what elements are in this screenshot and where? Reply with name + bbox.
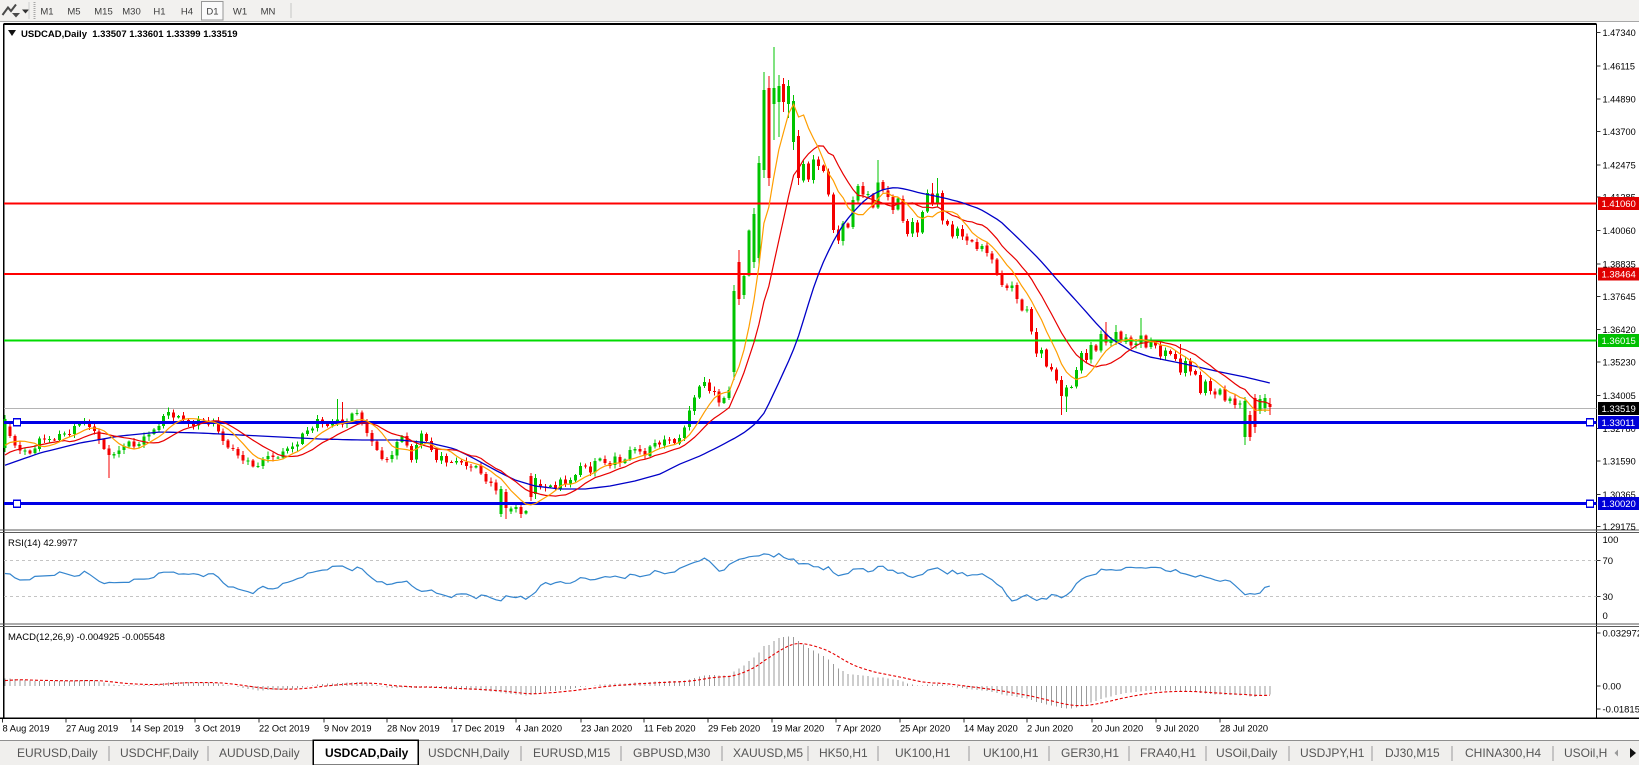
- svg-text:9 Jul 2020: 9 Jul 2020: [1156, 724, 1199, 734]
- svg-text:H4: H4: [181, 7, 193, 18]
- svg-text:USDCAD,Daily: USDCAD,Daily: [325, 746, 409, 760]
- svg-text:USOil,Daily: USOil,Daily: [1216, 746, 1277, 760]
- svg-text:11 Feb 2020: 11 Feb 2020: [644, 724, 696, 734]
- svg-text:1.35230: 1.35230: [1603, 358, 1636, 368]
- svg-text:2 Jun 2020: 2 Jun 2020: [1027, 724, 1073, 734]
- svg-text:-0.018154: -0.018154: [1603, 705, 1639, 716]
- svg-text:M5: M5: [67, 7, 80, 18]
- svg-text:1.30365: 1.30365: [1603, 490, 1636, 500]
- svg-text:23 Jan 2020: 23 Jan 2020: [581, 724, 632, 734]
- svg-text:FRA40,H1: FRA40,H1: [1140, 746, 1196, 760]
- svg-text:MN: MN: [261, 7, 276, 18]
- svg-text:8 Aug 2019: 8 Aug 2019: [3, 724, 50, 734]
- svg-text:3 Oct 2019: 3 Oct 2019: [195, 724, 240, 734]
- svg-text:1.38835: 1.38835: [1603, 259, 1636, 269]
- svg-text:USOil,H: USOil,H: [1564, 746, 1607, 760]
- svg-text:M30: M30: [122, 7, 140, 18]
- svg-text:MACD(12,26,9) -0.004925 -0.005: MACD(12,26,9) -0.004925 -0.005548: [8, 632, 165, 643]
- svg-text:70: 70: [1603, 556, 1614, 567]
- svg-text:USDJPY,H1: USDJPY,H1: [1300, 746, 1365, 760]
- svg-text:14 Sep 2019: 14 Sep 2019: [131, 724, 184, 734]
- svg-text:XAUUSD,M5: XAUUSD,M5: [733, 746, 803, 760]
- svg-text:1.33011: 1.33011: [1602, 418, 1636, 429]
- svg-text:EURUSD,Daily: EURUSD,Daily: [17, 746, 98, 760]
- svg-text:AUDUSD,Daily: AUDUSD,Daily: [219, 746, 300, 760]
- svg-text:1.42475: 1.42475: [1603, 160, 1636, 170]
- svg-text:1.38464: 1.38464: [1602, 270, 1636, 281]
- svg-text:27 Aug 2019: 27 Aug 2019: [66, 724, 118, 734]
- svg-text:1.32780: 1.32780: [1603, 424, 1636, 434]
- svg-text:UK100,H1: UK100,H1: [895, 746, 951, 760]
- svg-text:4 Jan 2020: 4 Jan 2020: [516, 724, 562, 734]
- svg-text:USDCHF,Daily: USDCHF,Daily: [120, 746, 199, 760]
- svg-text:USDCAD,Daily 1.33507 1.33601: USDCAD,Daily 1.33507 1.33601 1.33399 1.3…: [21, 29, 238, 40]
- svg-text:H1: H1: [153, 7, 165, 18]
- svg-text:DJ30,M15: DJ30,M15: [1385, 746, 1440, 760]
- svg-text:17 Dec 2019: 17 Dec 2019: [452, 724, 505, 734]
- svg-text:0.032972: 0.032972: [1603, 629, 1639, 640]
- svg-text:USDCNH,Daily: USDCNH,Daily: [428, 746, 509, 760]
- svg-text:1.40060: 1.40060: [1603, 226, 1636, 236]
- svg-text:14 May 2020: 14 May 2020: [964, 724, 1018, 734]
- svg-text:28 Nov 2019: 28 Nov 2019: [387, 724, 440, 734]
- svg-text:1.31590: 1.31590: [1603, 457, 1636, 467]
- svg-text:1.29175: 1.29175: [1603, 522, 1636, 532]
- svg-text:1.36420: 1.36420: [1603, 325, 1636, 335]
- svg-text:0.00: 0.00: [1603, 682, 1622, 693]
- svg-text:0: 0: [1603, 611, 1608, 622]
- svg-text:D1: D1: [206, 7, 218, 18]
- svg-text:28 Jul 2020: 28 Jul 2020: [1220, 724, 1268, 734]
- svg-text:1.36015: 1.36015: [1602, 336, 1636, 347]
- svg-text:1.46115: 1.46115: [1603, 61, 1636, 71]
- svg-text:1.44890: 1.44890: [1603, 95, 1636, 105]
- svg-text:HK50,H1: HK50,H1: [819, 746, 868, 760]
- svg-text:GER30,H1: GER30,H1: [1061, 746, 1119, 760]
- svg-text:GBPUSD,M30: GBPUSD,M30: [633, 746, 711, 760]
- svg-text:1.43700: 1.43700: [1603, 127, 1636, 137]
- svg-text:W1: W1: [233, 7, 247, 18]
- svg-text:7 Apr 2020: 7 Apr 2020: [836, 724, 881, 734]
- svg-text:EURUSD,M15: EURUSD,M15: [533, 746, 611, 760]
- svg-text:30: 30: [1603, 592, 1614, 603]
- svg-text:1.41060: 1.41060: [1602, 199, 1636, 210]
- svg-text:9 Nov 2019: 9 Nov 2019: [324, 724, 372, 734]
- svg-text:1.47340: 1.47340: [1603, 28, 1636, 38]
- svg-text:22 Oct 2019: 22 Oct 2019: [259, 724, 310, 734]
- svg-text:1.34005: 1.34005: [1603, 391, 1636, 401]
- svg-text:25 Apr 2020: 25 Apr 2020: [900, 724, 950, 734]
- svg-text:19 Mar 2020: 19 Mar 2020: [772, 724, 824, 734]
- svg-text:UK100,H1: UK100,H1: [983, 746, 1039, 760]
- svg-text:M15: M15: [94, 7, 112, 18]
- svg-text:20 Jun 2020: 20 Jun 2020: [1092, 724, 1143, 734]
- svg-text:1.30020: 1.30020: [1602, 499, 1636, 510]
- svg-text:29 Feb 2020: 29 Feb 2020: [708, 724, 760, 734]
- svg-text:1.33519: 1.33519: [1602, 404, 1636, 415]
- svg-text:CHINA300,H4: CHINA300,H4: [1465, 746, 1541, 760]
- svg-text:M1: M1: [40, 7, 53, 18]
- svg-text:1.37645: 1.37645: [1603, 292, 1636, 302]
- svg-text:RSI(14) 42.9977: RSI(14) 42.9977: [8, 538, 78, 549]
- svg-text:100: 100: [1603, 535, 1619, 546]
